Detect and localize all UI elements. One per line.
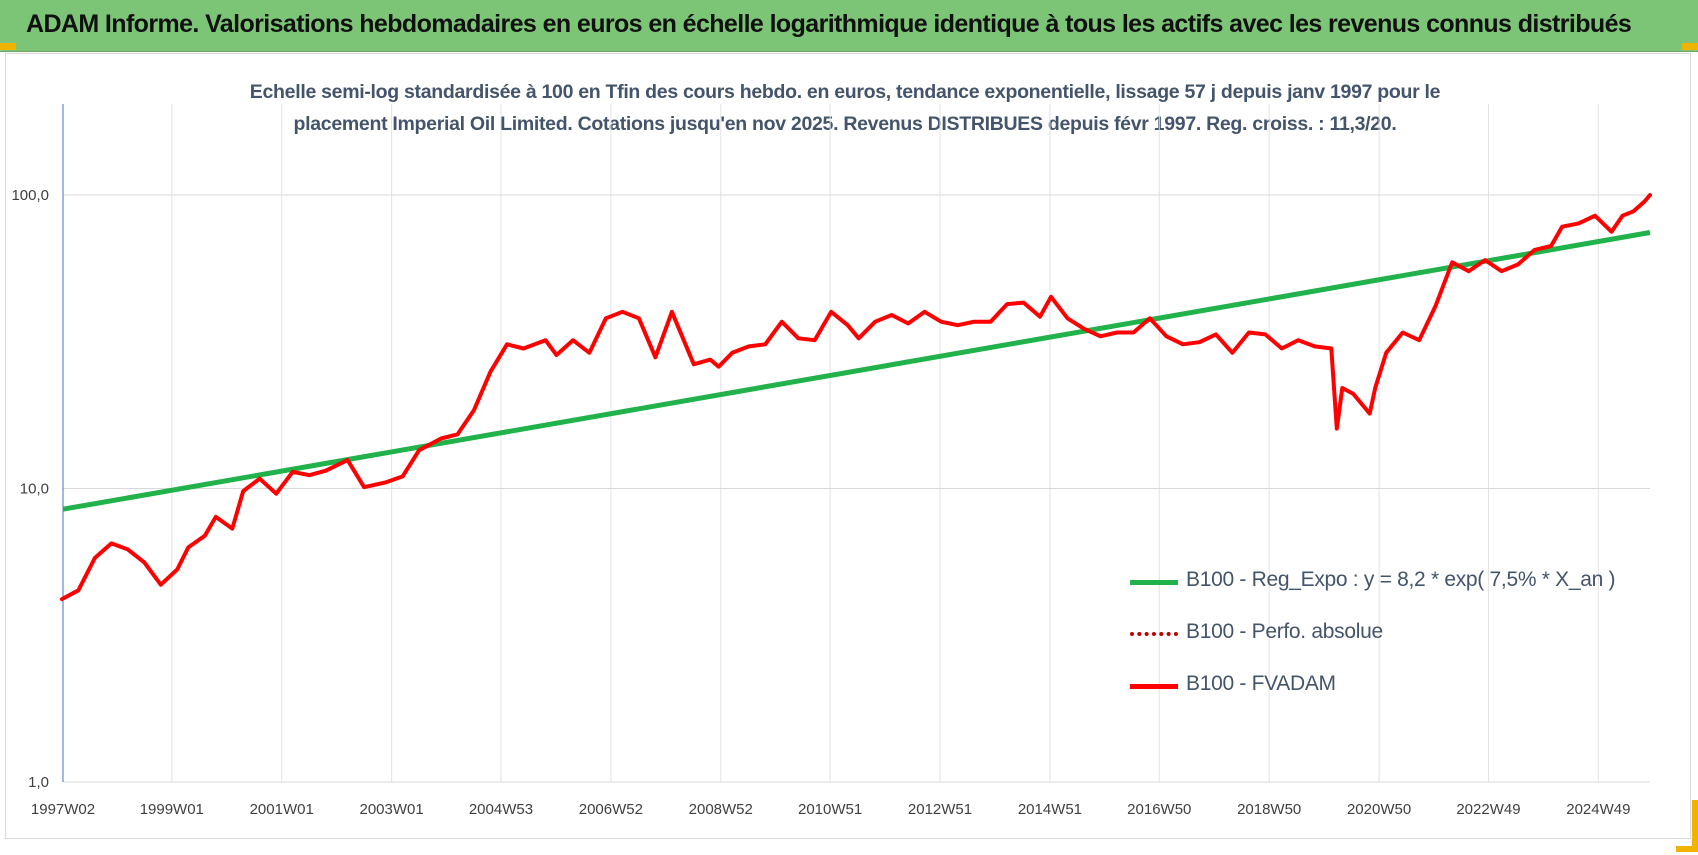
series-layer [59, 193, 1652, 602]
x-tick-label: 1997W02 [31, 801, 95, 818]
x-tick-label: 2008W52 [689, 801, 753, 818]
x-tick-label: 2022W49 [1456, 801, 1520, 818]
corner-mark-bottom-right [1692, 800, 1698, 852]
corner-mark-bottom-right-h [1676, 846, 1698, 852]
y-tick-labels: 1,0 10,0 100,0 [11, 187, 49, 791]
x-tick-label: 2016W50 [1127, 801, 1191, 818]
legend-item-trend: B100 - Reg_Expo : y = 8,2 * exp( 7,5% * … [1130, 560, 1650, 612]
legend-label-fvadam: B100 - FVADAM [1186, 672, 1336, 695]
chart-subtitle: Echelle semi-log standardisée à 100 en T… [200, 76, 1490, 140]
series-fvadam-line [59, 193, 1652, 602]
x-tick-label: 2006W52 [579, 801, 643, 818]
y-tick-label: 10,0 [20, 481, 49, 498]
x-tick-label: 2012W51 [908, 801, 972, 818]
x-tick-label: 2024W49 [1566, 801, 1630, 818]
chart-frame [5, 53, 1691, 839]
x-tick-labels: 1997W02 1999W01 2001W01 2003W01 2004W53 2006W… [31, 801, 1631, 818]
x-tick-label: 2020W50 [1347, 801, 1411, 818]
x-tick-label: 2014W51 [1018, 801, 1082, 818]
legend-swatch-fvadam [1130, 684, 1178, 689]
legend-item-perfo: B100 - Perfo. absolue [1130, 612, 1650, 664]
chart-subtitle-line-1: Echelle semi-log standardisée à 100 en T… [249, 81, 1441, 103]
legend-swatch-trend [1130, 580, 1178, 585]
legend-item-fvadam: B100 - FVADAM [1130, 664, 1650, 716]
x-tick-label: 2003W01 [360, 801, 424, 818]
x-tick-label: 2018W50 [1237, 801, 1301, 818]
legend-swatch-perfo [1130, 632, 1178, 636]
x-tick-label: 2010W51 [798, 801, 862, 818]
legend-label-perfo: B100 - Perfo. absolue [1186, 620, 1383, 643]
y-tick-label: 100,0 [11, 187, 49, 204]
report-title: ADAM Informe. Valorisations hebdomadaire… [26, 10, 1632, 38]
header-banner: ADAM Informe. Valorisations hebdomadaire… [0, 0, 1698, 52]
legend-label-trend: B100 - Reg_Expo : y = 8,2 * exp( 7,5% * … [1186, 568, 1616, 591]
corner-mark-top-right [1682, 43, 1698, 50]
legend: B100 - Reg_Expo : y = 8,2 * exp( 7,5% * … [1130, 560, 1650, 716]
y-tick-label: 1,0 [28, 774, 49, 791]
x-tick-label: 1999W01 [140, 801, 204, 818]
x-tick-label: 2004W53 [469, 801, 533, 818]
x-tick-label: 2001W01 [250, 801, 314, 818]
series-trend-line [62, 230, 1651, 512]
chart-subtitle-line-2: placement Imperial Oil Limited. Cotation… [293, 113, 1397, 135]
corner-mark-top-left [0, 43, 16, 50]
